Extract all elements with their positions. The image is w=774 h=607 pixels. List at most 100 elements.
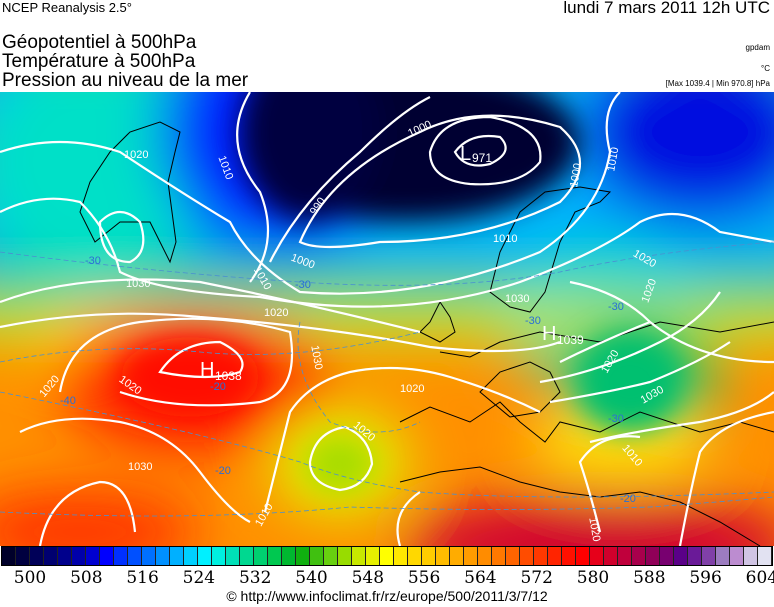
color-scale-cell	[156, 547, 170, 565]
isotherm-label: -30	[295, 279, 311, 291]
color-scale-cell	[184, 547, 198, 565]
isobar-label: 1020	[586, 516, 602, 542]
color-scale-cell	[240, 547, 254, 565]
isotherm-label: -30	[608, 301, 624, 313]
color-scale-tick: 604	[745, 568, 774, 588]
unit-temperature: °C	[761, 64, 770, 73]
coastlines	[79, 121, 774, 546]
color-scale-cell	[744, 547, 758, 565]
color-scale-cell	[170, 547, 184, 565]
color-scale-cell	[604, 547, 618, 565]
color-scale-tick: 556	[407, 568, 441, 588]
color-scale-cell	[352, 547, 366, 565]
isobars	[0, 92, 774, 546]
color-scale-cell	[226, 547, 240, 565]
color-scale-cell	[198, 547, 212, 565]
color-scale-cell	[576, 547, 590, 565]
color-scale-cell	[366, 547, 380, 565]
isobar-label: 1010	[493, 233, 517, 245]
color-scale-cell	[730, 547, 744, 565]
isobar-label: 1020	[124, 149, 148, 161]
isobar-label: 1000	[568, 162, 584, 188]
color-scale-cell	[142, 547, 156, 565]
color-scale-cell	[394, 547, 408, 565]
color-scale-tick: 532	[238, 568, 272, 588]
color-scale-cell	[674, 547, 688, 565]
high-center-value: 1039	[557, 333, 584, 347]
color-scale-tick: 500	[13, 568, 47, 588]
isobar-label: 1030	[505, 293, 529, 305]
color-scale-cell	[520, 547, 534, 565]
color-scale-cell	[450, 547, 464, 565]
color-scale-cell	[758, 547, 772, 565]
color-scale-cell	[310, 547, 324, 565]
color-scale-cell	[380, 547, 394, 565]
color-scale-cell	[100, 547, 114, 565]
isobar-label: 1010	[605, 146, 621, 172]
isobar-label: 1020	[400, 383, 424, 395]
color-scale-tick: 516	[126, 568, 159, 588]
color-scale-cell	[422, 547, 436, 565]
color-scale-cell	[632, 547, 646, 565]
color-scale-cell	[72, 547, 86, 565]
color-scale-cell	[16, 547, 30, 565]
high-center-marker: H	[200, 359, 214, 381]
isobar-label: 1030	[126, 278, 150, 290]
color-scale-bar	[1, 546, 773, 566]
isobar-label: 1020	[264, 307, 288, 319]
color-scale-tick: 548	[351, 568, 385, 588]
color-scale-cell	[268, 547, 282, 565]
color-scale-cell	[688, 547, 702, 565]
title-temperature: Température à 500hPa	[2, 51, 196, 72]
isotherm-label: -30	[608, 413, 624, 425]
color-scale-cell	[338, 547, 352, 565]
isobar-label: 1030	[128, 461, 152, 473]
unit-geopotential: gpdam	[745, 43, 770, 52]
color-scale-tick: 572	[520, 568, 553, 588]
color-scale-tick: 508	[70, 568, 103, 588]
color-scale-cell	[660, 547, 674, 565]
weather-map: L 971 H 1038 H 1039 1020 1010 990 1000 1…	[0, 92, 774, 546]
color-scale-cell	[534, 547, 548, 565]
color-scale-cell	[212, 547, 226, 565]
color-scale-cell	[702, 547, 716, 565]
color-scale-tick: 588	[633, 568, 666, 588]
isotherms	[0, 241, 774, 517]
color-scale-tick: 524	[182, 568, 216, 588]
color-scale-cell	[44, 547, 58, 565]
color-scale-cell	[86, 547, 100, 565]
color-scale-cell	[716, 547, 730, 565]
datetime-label: lundi 7 mars 2011 12h UTC	[563, 0, 770, 17]
color-scale-cell	[590, 547, 604, 565]
isotherm-label: -30	[85, 255, 101, 267]
data-source-label: NCEP Reanalysis 2.5°	[2, 0, 132, 15]
color-scale-cell	[128, 547, 142, 565]
color-scale-cell	[282, 547, 296, 565]
color-scale-cell	[408, 547, 422, 565]
isotherm-label: -20	[210, 381, 226, 393]
color-scale-cell	[478, 547, 492, 565]
isotherm-label: -40	[60, 395, 76, 407]
title-pressure: Pression au niveau de la mer	[2, 70, 249, 91]
low-center-marker: L	[460, 143, 471, 165]
color-scale-tick: 540	[295, 568, 328, 588]
color-scale-cell	[114, 547, 128, 565]
color-scale-cell	[464, 547, 478, 565]
pressure-centers: L 971 H 1038 H 1039	[200, 143, 584, 383]
color-scale-cell	[436, 547, 450, 565]
high-center-value: 1038	[215, 369, 242, 383]
color-scale-cell	[254, 547, 268, 565]
copyright-url: © http://www.infoclimat.fr/rz/europe/500…	[226, 588, 548, 604]
color-scale-cell	[2, 547, 16, 565]
low-center-value: 971	[472, 151, 492, 165]
isotherm-label: -30	[525, 315, 541, 327]
temperature-labels: -30 -30 -30 -40 -30 -20 -20 -30 -20	[60, 255, 636, 505]
color-scale-cell	[506, 547, 520, 565]
isotherm-label: -20	[620, 493, 636, 505]
color-scale-cell	[562, 547, 576, 565]
color-scale-tick: 564	[464, 568, 497, 588]
color-scale-tick: 596	[689, 568, 722, 588]
unit-pressure-range: [Max 1039.4 | Min 970.8] hPa	[665, 79, 770, 88]
isotherm-label: -20	[215, 465, 231, 477]
color-scale-cell	[30, 547, 44, 565]
